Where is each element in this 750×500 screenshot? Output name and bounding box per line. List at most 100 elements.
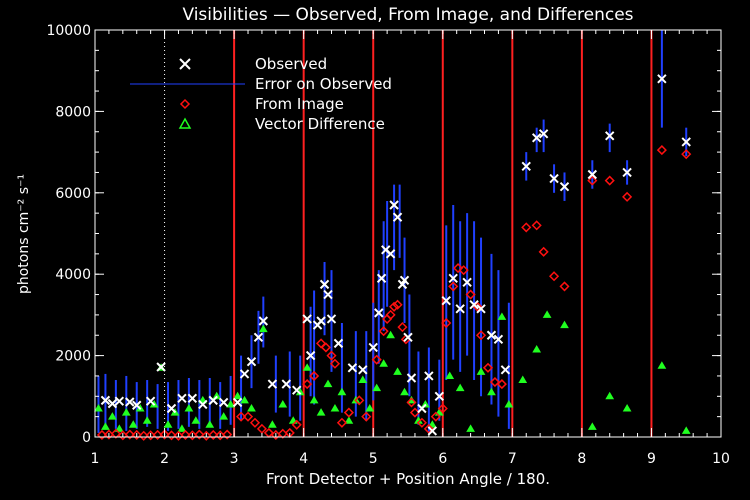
vector-difference-point [476, 367, 486, 375]
from-image-point [538, 246, 549, 257]
observed-point [448, 273, 458, 283]
observed-point [521, 161, 531, 172]
from-image-point [249, 417, 261, 428]
vector-difference-point [233, 391, 242, 400]
vector-difference-point [323, 379, 333, 388]
from-image-point [681, 149, 692, 160]
from-image-point [406, 397, 417, 408]
from-image-point [336, 417, 347, 428]
chart-title: Visibilities — Observed, From Image, and… [182, 5, 633, 25]
vector-difference-point [532, 345, 542, 353]
from-image-point [465, 289, 476, 300]
x-tick-label: 3 [230, 451, 239, 467]
vector-difference-point [400, 387, 409, 396]
x-tick-label: 5 [369, 451, 378, 467]
from-image-point [208, 429, 219, 441]
vector-difference-point [587, 422, 597, 430]
observed-point [462, 277, 472, 288]
observed-point [376, 273, 387, 283]
vector-difference-point [681, 426, 691, 434]
observed-point [417, 403, 427, 414]
vector-difference-point [372, 383, 382, 392]
from-image-point [489, 376, 501, 388]
y-tick-label: 8000 [55, 104, 91, 120]
from-image-point [326, 350, 337, 361]
observed-point [246, 356, 257, 367]
vector-difference-point [309, 395, 319, 404]
x-tick-label: 7 [508, 451, 517, 467]
vector-difference-point [344, 416, 354, 424]
from-image-point [320, 342, 331, 353]
observed-point [549, 173, 559, 184]
observed-point [198, 399, 208, 410]
vector-difference-point [386, 330, 395, 339]
vector-difference-point [337, 387, 347, 396]
observed-point [292, 385, 302, 395]
from-image-point [291, 419, 302, 430]
from-image-point [441, 317, 452, 329]
observed-point [305, 350, 316, 361]
vector-difference-point [330, 404, 340, 412]
observed-point [399, 275, 410, 286]
from-image-point [110, 428, 121, 439]
vector-difference-point [142, 416, 152, 424]
vector-difference-point [497, 312, 507, 320]
observed-point [622, 167, 632, 178]
vector-difference-point [101, 422, 110, 430]
observed-point [319, 279, 330, 290]
observed-point [187, 393, 198, 404]
observed-point [166, 403, 177, 414]
from-image-point [222, 429, 233, 440]
observed-point [333, 338, 344, 349]
observed-point [239, 369, 250, 379]
observed-point [559, 181, 570, 192]
vector-difference-point [455, 383, 465, 392]
from-image-point [96, 429, 108, 441]
from-image-point [416, 417, 427, 428]
vector-difference-point [657, 361, 667, 369]
observed-point [531, 133, 542, 143]
from-image-point [371, 354, 382, 365]
observed-point [657, 74, 667, 84]
vector-difference-point [163, 420, 173, 428]
from-image-point [354, 395, 365, 406]
from-image-point [437, 403, 448, 414]
observed-point [493, 334, 504, 345]
from-image-point [409, 407, 421, 418]
from-image-point [397, 322, 408, 333]
from-image-point [475, 330, 487, 341]
observed-point [302, 314, 312, 324]
x-tick-label: 2 [160, 451, 169, 467]
vector-difference-point [365, 404, 375, 412]
x-tick-label: 10 [712, 451, 730, 467]
vector-difference-point [184, 404, 194, 412]
observed-point [392, 212, 403, 222]
vector-difference-point [445, 371, 455, 379]
observed-point [132, 400, 142, 410]
vector-difference-point [622, 404, 632, 412]
observed-point [323, 289, 333, 300]
y-tick-label: 0 [82, 430, 91, 446]
from-image-point [559, 281, 570, 292]
from-image-point [166, 430, 177, 441]
observed-point [486, 330, 497, 340]
legend-label: Error on Observed [255, 75, 392, 93]
from-image-point [180, 429, 191, 441]
observed-point [267, 379, 278, 389]
vector-difference-point [94, 404, 103, 412]
from-image-point [361, 411, 372, 422]
observed-point [427, 426, 438, 436]
observed-point [389, 200, 399, 210]
vector-difference-point [605, 391, 615, 400]
y-tick-label: 2000 [55, 349, 91, 365]
plot-area [94, 30, 692, 441]
legend-label: Observed [255, 55, 327, 73]
legend: Observed Error on Observed From Image Vecto… [130, 55, 392, 133]
vector-difference-point [177, 424, 187, 432]
y-tick-label: 10000 [46, 23, 91, 39]
observed-point [100, 395, 111, 406]
observed-point [374, 308, 384, 318]
from-image-point [482, 362, 494, 373]
